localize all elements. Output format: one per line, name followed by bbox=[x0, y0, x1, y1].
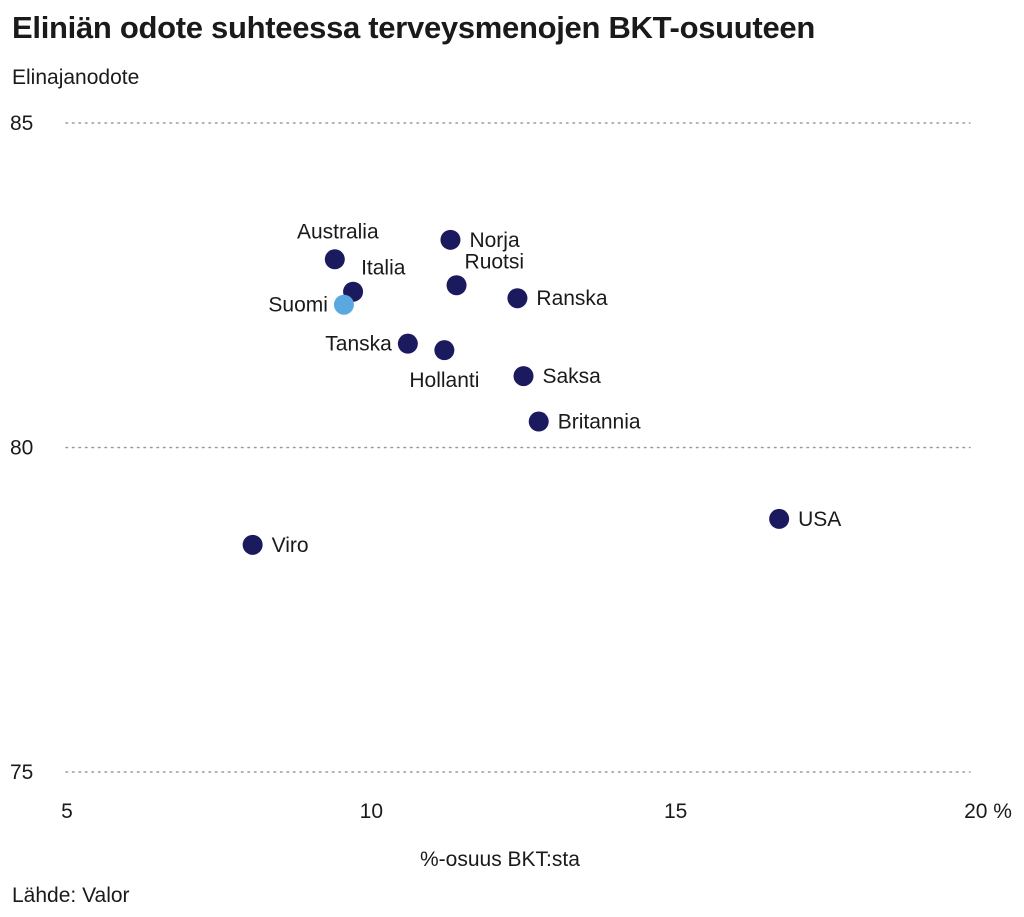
data-label-ranska: Ranska bbox=[536, 287, 608, 310]
data-label-saksa: Saksa bbox=[543, 365, 602, 388]
data-label-italia: Italia bbox=[361, 257, 406, 280]
data-point-norja bbox=[440, 229, 461, 250]
data-label-ruotsi: Ruotsi bbox=[465, 250, 525, 273]
data-label-britannia: Britannia bbox=[558, 411, 641, 434]
data-label-hollanti: Hollanti bbox=[409, 369, 479, 392]
source-note: Lähde: Valor bbox=[12, 884, 130, 907]
data-point-tanska bbox=[397, 333, 418, 354]
data-label-usa: USA bbox=[798, 508, 841, 531]
data-point-usa bbox=[769, 508, 790, 529]
data-point-saksa bbox=[513, 366, 534, 387]
y-axis-label: Elinajanodote bbox=[12, 66, 140, 89]
chart-title: Eliniän odote suhteessa terveysmenojen B… bbox=[12, 10, 815, 45]
data-label-norja: Norja bbox=[469, 229, 520, 252]
data-point-viro bbox=[242, 534, 263, 555]
y-tick-label: 80 bbox=[10, 437, 33, 460]
x-tick-label: 10 bbox=[360, 800, 383, 823]
data-point-australia bbox=[324, 249, 345, 270]
x-tick-label: 15 bbox=[664, 800, 687, 823]
data-label-viro: Viro bbox=[272, 534, 309, 557]
data-point-ruotsi bbox=[446, 275, 467, 296]
data-point-suomi bbox=[333, 294, 354, 315]
data-label-suomi: Suomi bbox=[268, 294, 328, 317]
data-point-britannia bbox=[528, 411, 549, 432]
data-label-tanska: Tanska bbox=[325, 333, 392, 356]
data-label-australia: Australia bbox=[297, 220, 379, 243]
x-axis-label: %-osuus BKT:sta bbox=[420, 848, 580, 871]
data-point-hollanti bbox=[434, 340, 455, 361]
x-tick-label: 5 bbox=[61, 800, 73, 823]
data-point-ranska bbox=[507, 288, 528, 309]
x-tick-label: 20 % bbox=[964, 800, 1012, 823]
y-tick-label: 85 bbox=[10, 112, 33, 135]
y-tick-label: 75 bbox=[10, 761, 33, 784]
